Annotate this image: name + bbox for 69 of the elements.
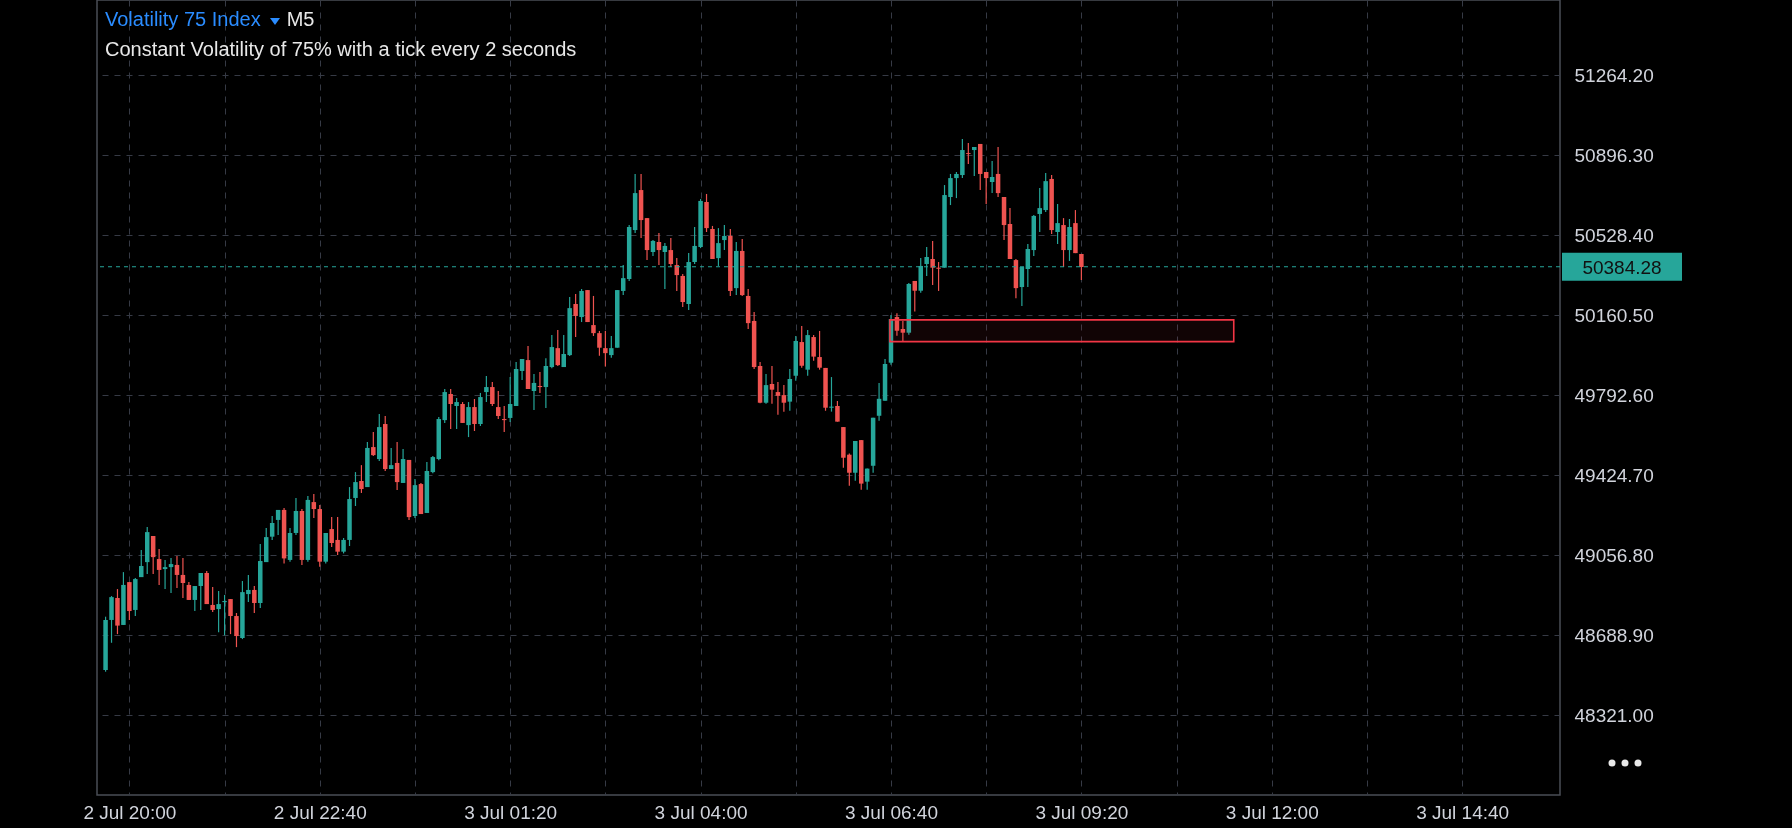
y-tick-label: 50528.40 <box>1574 224 1654 246</box>
candlestick <box>894 312 900 337</box>
candlestick <box>216 590 221 633</box>
x-tick-label: 3 Jul 09:20 <box>1035 801 1129 823</box>
y-tick-label: 48321.00 <box>1574 704 1654 726</box>
candlestick <box>222 594 227 636</box>
candlestick <box>1067 218 1072 262</box>
candlestick <box>573 293 578 338</box>
y-tick-label: 49424.70 <box>1574 464 1654 486</box>
candlestick <box>900 320 906 343</box>
x-tick-label: 2 Jul 22:40 <box>273 801 367 823</box>
x-tick-label: 2 Jul 20:00 <box>83 801 177 823</box>
candlestick <box>139 549 144 578</box>
candlestick <box>930 240 935 286</box>
candlestick <box>460 401 465 424</box>
candlestick <box>472 398 477 432</box>
x-tick-label: 3 Jul 06:40 <box>844 801 938 823</box>
y-tick-label: 50896.30 <box>1574 144 1654 166</box>
candlestick <box>448 388 453 430</box>
candlestick <box>353 471 358 507</box>
candlestick <box>466 401 471 438</box>
candlestick <box>966 142 971 165</box>
x-tick-label: 3 Jul 04:00 <box>654 801 748 823</box>
candlestick <box>156 548 162 586</box>
candlestick <box>1055 203 1060 245</box>
candlestick <box>781 384 787 413</box>
candlestick <box>817 330 822 371</box>
annotation: M5 <box>286 8 315 30</box>
candlestick <box>210 586 215 613</box>
candlestick <box>722 224 727 251</box>
y-tick-label: 48688.90 <box>1574 624 1654 646</box>
text: Constant Volatility of 75% with a tick every 2 seconds <box>105 38 577 61</box>
candlestick <box>359 464 364 494</box>
candlestick <box>835 400 840 423</box>
candlestick <box>228 598 233 635</box>
candlestick <box>591 295 596 337</box>
candlestick <box>829 376 834 413</box>
candlestick <box>763 373 769 405</box>
candlestick <box>1079 253 1084 281</box>
candlestick <box>799 325 804 369</box>
candlestick <box>603 330 608 368</box>
y-tick-label: 49056.80 <box>1574 544 1654 566</box>
ref-line-label: 50384.28 <box>1582 256 1662 278</box>
candlestick <box>972 146 977 177</box>
candlestick <box>234 612 239 648</box>
candlestick <box>496 390 501 420</box>
x-tick-label: 3 Jul 14:40 <box>1416 801 1510 823</box>
candlestick <box>597 330 602 357</box>
candlestick <box>787 368 793 412</box>
candlestick <box>936 261 941 292</box>
candlestick <box>454 397 459 430</box>
candlestick <box>609 335 614 359</box>
candlestick <box>484 375 489 403</box>
chart-title: Volatility 75 Index <box>105 8 261 30</box>
candlestick <box>269 515 275 541</box>
candlestick <box>912 280 918 313</box>
candlestick <box>769 365 775 405</box>
candlestick <box>252 585 257 614</box>
candlestick <box>811 334 816 362</box>
candlestick <box>775 381 781 416</box>
y-tick-label: 50160.50 <box>1574 304 1654 326</box>
candlestick <box>371 431 376 457</box>
candlestick <box>311 493 317 519</box>
candlestick <box>109 595 114 644</box>
y-tick-label: 51264.20 <box>1574 64 1654 86</box>
x-tick-label: 3 Jul 01:20 <box>464 801 558 823</box>
y-tick-label: 49792.60 <box>1574 384 1654 406</box>
x-tick-label: 3 Jul 12:00 <box>1225 801 1319 823</box>
candlestick <box>490 381 495 407</box>
